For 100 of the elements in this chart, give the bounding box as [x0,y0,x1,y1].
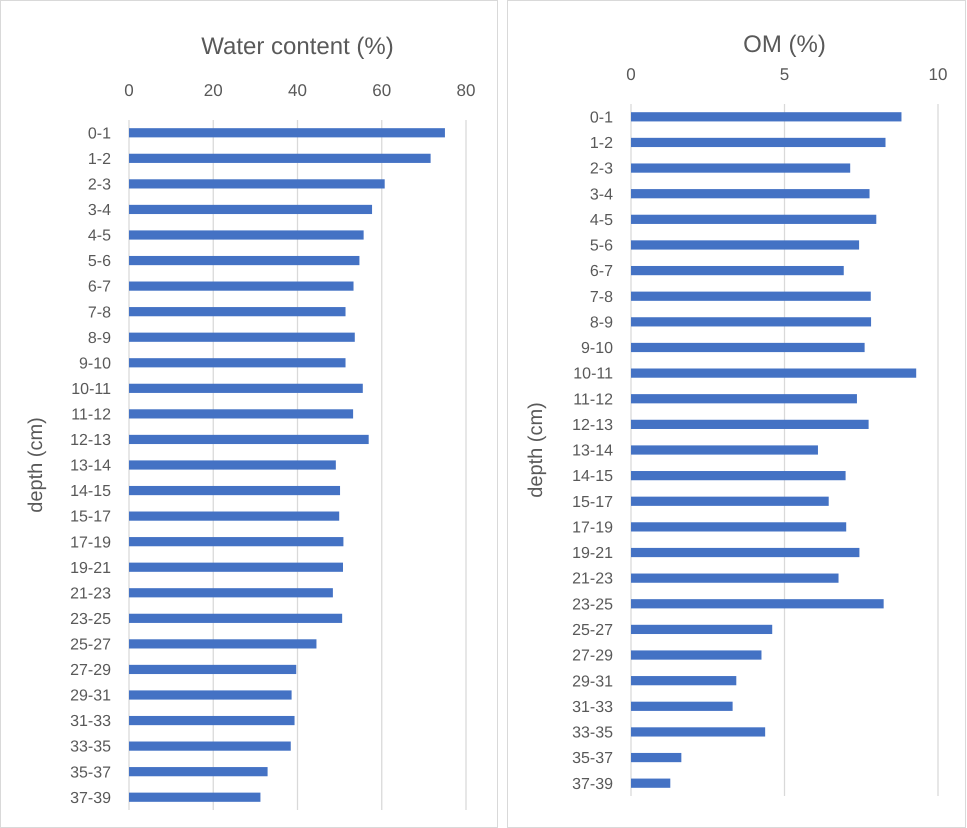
y-tick-label: 4-5 [590,212,614,229]
chart-title: Water content (%) [201,33,394,60]
y-tick-label: 9-10 [78,355,112,372]
bar [631,624,772,634]
bar [631,496,829,506]
y-tick-label: 6-7 [88,278,112,296]
y-tick-label: 15-17 [70,508,112,526]
y-tick-label: 23-25 [70,610,112,628]
y-tick-label: 21-23 [70,585,112,602]
y-tick-label: 3-4 [88,202,112,220]
bar [129,486,340,496]
y-tick-label: 31-33 [572,698,614,716]
y-tick-label: 15-17 [572,494,614,511]
bar [631,292,871,301]
y-tick-label: 5-6 [590,238,614,255]
bar [631,471,846,480]
y-tick-label: 8-9 [88,330,112,347]
y-tick-label: 13-14 [572,442,614,460]
bar [129,639,316,648]
bar [631,650,762,660]
bar [631,522,846,532]
bar [631,420,869,429]
bar [129,256,360,266]
y-tick-label: 27-29 [70,662,112,680]
bar [129,307,346,316]
bar [631,240,860,250]
bar [129,409,354,418]
bar [631,548,860,558]
x-tick-label: 60 [372,81,392,100]
y-tick-label: 29-31 [70,688,112,705]
y-tick-label: 4-5 [88,228,112,245]
bar [129,562,343,572]
y-tick-label: 35-37 [572,750,614,768]
x-tick-label: 40 [288,81,307,100]
y-tick-label: 19-21 [70,560,112,577]
y-tick-label: 23-25 [572,596,614,614]
bar [129,460,336,470]
bar [631,214,876,224]
y-tick-label: 11-12 [71,406,112,424]
y-tick-label: 7-8 [590,288,614,306]
y-tick-label: 2-3 [590,160,614,178]
bar [129,792,260,802]
y-tick-label: 11-12 [573,391,614,408]
y-tick-label: 10-11 [71,380,112,398]
y-axis-title: depth (cm) [25,417,47,513]
y-tick-label: 2-3 [88,176,112,194]
x-tick-label: 20 [204,81,223,100]
y-tick-label: 17-19 [70,534,112,552]
bar [631,163,850,173]
bar [129,384,363,393]
y-tick-label: 21-23 [572,570,614,588]
y-tick-label: 37-39 [572,776,614,793]
y-tick-label: 33-35 [572,724,614,742]
y-tick-label: 1-2 [590,135,614,152]
bar [631,189,870,198]
y-tick-label: 31-33 [70,713,112,730]
y-tick-label: 8-9 [590,314,614,332]
bar [129,588,333,598]
bar [631,702,733,711]
bar [129,537,344,546]
x-tick-label: 5 [780,65,790,84]
bar [631,138,886,148]
bar [129,767,268,776]
y-tick-label: 37-39 [70,790,112,807]
y-tick-label: 5-6 [88,253,112,270]
bar [129,332,355,342]
y-tick-label: 33-35 [70,738,112,756]
bar [129,434,369,444]
y-tick-label: 12-13 [572,416,614,434]
bar [129,614,342,623]
y-axis-title: depth (cm) [525,402,547,498]
bar [129,154,431,163]
y-tick-label: 7-8 [88,304,112,322]
y-tick-label: 29-31 [572,673,614,690]
y-tick-label: 14-15 [572,468,614,486]
x-tick-label: 80 [456,81,476,100]
bar [631,676,736,686]
y-tick-label: 14-15 [70,483,112,500]
bar [631,368,916,378]
y-tick-label: 9-10 [580,340,614,358]
bar [129,512,340,521]
y-tick-label: 25-27 [572,622,614,640]
bar [631,574,839,583]
bar [129,664,296,674]
x-tick-label: 0 [124,81,134,100]
y-tick-label: 12-13 [70,432,112,450]
bar [129,204,372,214]
y-tick-label: 35-37 [70,764,112,782]
y-tick-label: 27-29 [572,648,614,665]
bar [631,112,902,122]
bar [631,727,766,737]
bar [129,282,354,291]
bar [631,317,872,326]
bar [129,716,295,726]
chart-title: OM (%) [743,31,826,58]
bar [129,742,291,751]
y-tick-label: 25-27 [70,636,112,654]
bar [631,266,844,276]
bar [631,342,865,352]
y-tick-label: 3-4 [590,186,614,204]
